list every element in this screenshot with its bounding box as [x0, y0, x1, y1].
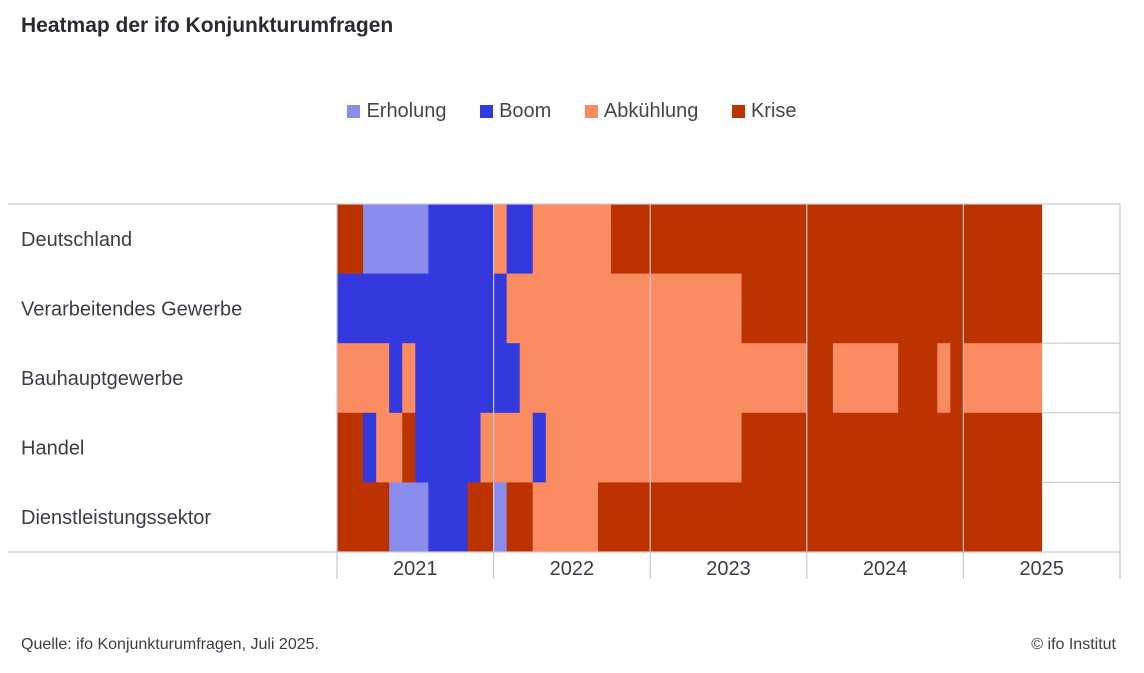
heatmap-cell [741, 412, 1043, 483]
heatmap-cell [415, 412, 481, 483]
row-labels: Deutschland Verarbeitendes Gewerbe Bauhaup… [21, 229, 242, 529]
heatmap-cell [611, 204, 1043, 274]
legend-swatch-boom [480, 105, 494, 118]
row-label: Bauhauptgewerbe [21, 368, 183, 390]
heatmap-cell [402, 343, 416, 414]
x-tick-label: 2023 [706, 558, 751, 580]
legend-label-erholung: Erholung [366, 100, 447, 122]
heatmap-cell [532, 482, 599, 553]
heatmap-cell [532, 204, 612, 274]
heatmap-cell [598, 482, 1043, 553]
heatmap-cell [506, 204, 534, 274]
row-label: Dienstleistungssektor [21, 507, 211, 529]
heatmap-cell [428, 204, 494, 274]
legend-swatch-abkuehlung [584, 105, 598, 118]
heatmap-cells [337, 204, 1043, 553]
heatmap-cell [937, 343, 951, 414]
heatmap-cell [337, 273, 508, 344]
heatmap-grid [8, 203, 1121, 579]
row-label: Handel [21, 438, 84, 460]
year-labels: 2021 2022 2023 2024 2025 [393, 558, 1064, 580]
x-tick-label: 2025 [1019, 558, 1064, 580]
row-label: Deutschland [21, 229, 132, 251]
heatmap-cell [532, 412, 547, 483]
heatmap-cell [506, 482, 534, 553]
heatmap-cell [389, 343, 403, 414]
heatmap-cell [363, 204, 429, 274]
x-tick-label: 2024 [863, 558, 908, 580]
legend-item-krise: Krise [731, 100, 797, 123]
legend-item-boom: Boom [480, 100, 551, 123]
heatmap-cell [898, 343, 938, 414]
heatmap-cell [428, 482, 468, 553]
heatmap-cell [519, 343, 808, 414]
legend-item-abkuehlung: Abkühlung [584, 100, 699, 123]
heatmap-cell [337, 204, 364, 274]
heatmap-cell [832, 343, 899, 414]
heatmap-cell [545, 412, 742, 483]
heatmap-cell [467, 482, 494, 553]
heatmap-cell [389, 482, 429, 553]
source-note: Quelle: ifo Konjunkturumfragen, Juli 202… [21, 636, 319, 653]
heatmap-cell [376, 412, 403, 483]
heatmap-cell [741, 273, 1043, 344]
heatmap-cell [806, 343, 834, 414]
heatmap-cell [363, 412, 377, 483]
legend-label-abkuehlung: Abkühlung [603, 100, 699, 122]
heatmap-cell [402, 412, 416, 483]
heatmap-cell [506, 273, 742, 344]
heatmap-cell [950, 343, 964, 414]
legend-swatch-krise [731, 105, 745, 118]
heatmap-cell [493, 204, 508, 274]
legend: Erholung Boom Abkühlung Krise [0, 100, 1144, 123]
heatmap-cell [337, 412, 364, 483]
heatmap-cell [493, 482, 508, 553]
x-tick-label: 2022 [550, 558, 595, 580]
legend-item-erholung: Erholung [347, 100, 447, 123]
chart-title: Heatmap der ifo Konjunkturumfragen [21, 14, 394, 37]
legend-label-krise: Krise [750, 100, 797, 122]
legend-label-boom: Boom [499, 100, 552, 122]
copyright-note: © ifo Institut [1031, 636, 1116, 653]
heatmap-cell [337, 343, 390, 414]
heatmap-cell [963, 343, 1043, 414]
heatmap-cell [337, 482, 390, 553]
heatmap-cell [415, 343, 521, 414]
row-label: Verarbeitendes Gewerbe [21, 298, 242, 320]
heatmap-cell [480, 412, 534, 483]
legend-swatch-erholung [347, 105, 361, 118]
x-tick-label: 2021 [393, 558, 438, 580]
